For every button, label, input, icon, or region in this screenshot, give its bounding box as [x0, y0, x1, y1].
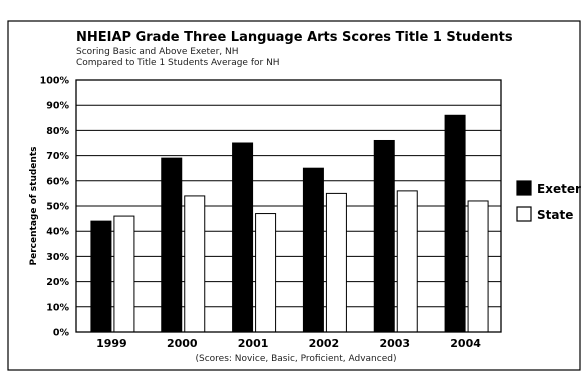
y-tick-label: 70% [46, 151, 69, 162]
bar-exeter-1999 [90, 220, 112, 333]
bar-exeter-2002 [302, 167, 324, 333]
bar-exeter-2000 [161, 157, 183, 333]
x-tick-label: 2002 [309, 337, 340, 350]
chart-subtitle-1: Scoring Basic and Above Exeter, NH [76, 47, 239, 57]
y-tick-label: 10% [46, 302, 69, 313]
y-tick-label: 30% [46, 252, 69, 263]
bar-state-2002 [325, 192, 347, 333]
bar-exeter-2003 [373, 139, 395, 333]
y-tick-label: 80% [46, 126, 69, 137]
y-tick-label: 0% [53, 328, 70, 339]
bar-state-1999 [113, 215, 135, 333]
legend: Exeter State [516, 180, 581, 222]
bar-exeter-2001 [232, 142, 254, 333]
plot-area-border [75, 79, 502, 333]
bar-state-2004 [467, 200, 489, 333]
y-tick-label: 100% [40, 76, 70, 87]
legend-label-exeter: Exeter [537, 182, 581, 196]
y-tick-label: 40% [46, 227, 69, 238]
y-tick-label: 60% [46, 176, 69, 187]
y-tick-label: 20% [46, 277, 69, 288]
x-tick-label: 1999 [96, 337, 127, 350]
bar-state-2003 [396, 190, 418, 333]
y-tick-label: 90% [46, 101, 69, 112]
chart-subtitle-2: Compared to Title 1 Students Average for… [76, 58, 280, 68]
score-note: (Scores: Novice, Basic, Proficient, Adva… [196, 354, 397, 364]
bar-state-2001 [255, 213, 277, 333]
x-tick-label: 2000 [167, 337, 198, 350]
x-tick-label: 2003 [379, 337, 410, 350]
x-tick-label: 2001 [238, 337, 269, 350]
x-tick-labels: 1999 2000 2001 2002 2003 2004 [96, 337, 481, 350]
x-tick-label: 2004 [450, 337, 481, 350]
legend-swatch-state [516, 206, 532, 222]
y-axis-label: Percentage of students [29, 147, 39, 266]
grid-lines [76, 104, 501, 308]
legend-label-state: State [537, 208, 573, 222]
y-tick-labels: 0% 10% 20% 30% 40% 50% 60% 70% 80% 90% 100% [40, 76, 70, 339]
chart-title: NHEIAP Grade Three Language Arts Scores … [76, 30, 513, 45]
bar-state-2000 [184, 195, 206, 333]
legend-swatch-exeter [516, 180, 532, 196]
bar-exeter-2004 [444, 114, 466, 333]
y-tick-label: 50% [46, 202, 69, 213]
